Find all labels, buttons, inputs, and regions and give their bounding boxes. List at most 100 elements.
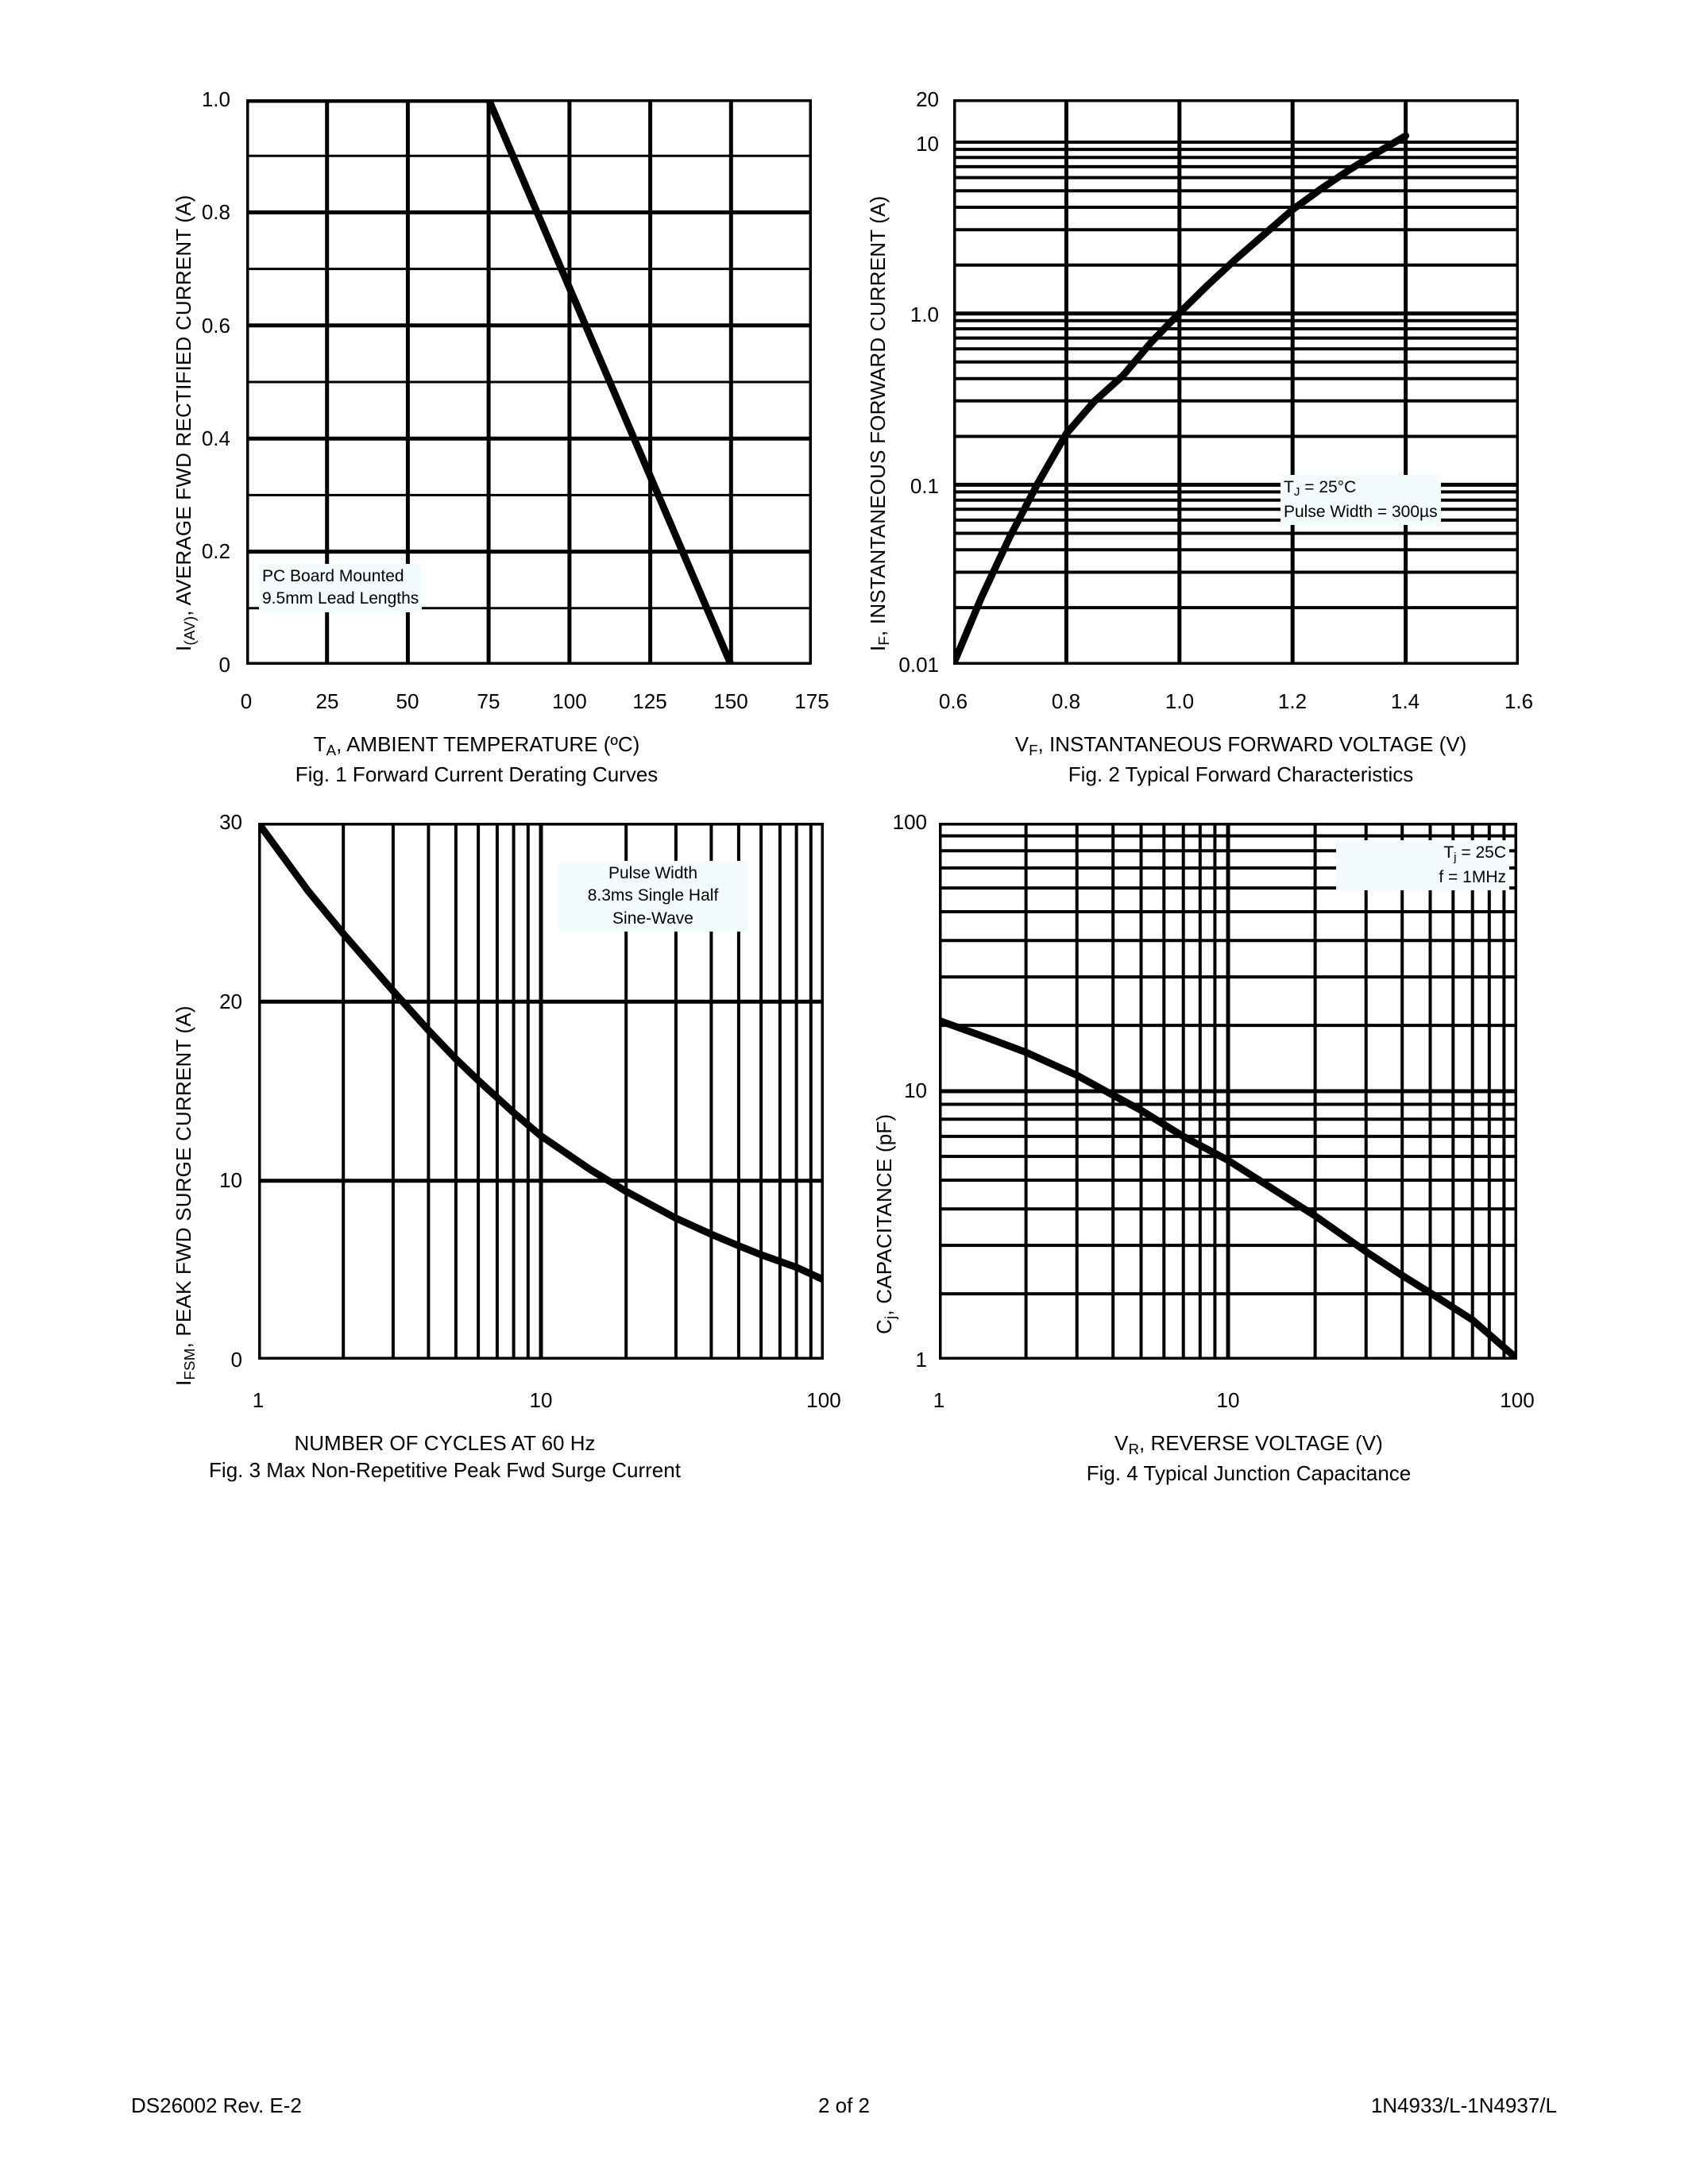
fig4-x-axis-label-text: , REVERSE VOLTAGE (V)	[1139, 1431, 1383, 1455]
fig4-caption: VR, REVERSE VOLTAGE (V) Fig. 4 Typical J…	[891, 1430, 1606, 1487]
fig1-xtick-50: 50	[396, 689, 419, 713]
fig2-xtick-1.6: 1.6	[1504, 689, 1534, 713]
fig2-annotation-line1: TJ = 25°C	[1284, 478, 1357, 500]
fig2-y-axis-label: IF, INSTANTANEOUS FORWARD CURRENT (A)	[866, 195, 893, 651]
fig1-xtick-75: 75	[477, 689, 500, 713]
fig1-ytick-0.4: 0.4	[201, 426, 230, 450]
fig4-x-axis-label-subscript: R	[1128, 1441, 1140, 1458]
fig4-ytick-10: 10	[904, 1078, 927, 1102]
fig2-annotation-subscript: J	[1293, 485, 1300, 500]
fig1-ytick-0.6: 0.6	[201, 314, 230, 338]
fig4-xtick-100: 100	[1500, 1388, 1535, 1412]
fig2-annotation: TJ = 25°C Pulse Width = 300µs	[1280, 475, 1441, 525]
fig3-ytick-0: 0	[230, 1348, 242, 1372]
fig2-xtick-1.2: 1.2	[1277, 689, 1308, 713]
fig2-ytick-10: 10	[916, 132, 939, 156]
fig2-y-axis-label-subscript: F	[875, 635, 893, 646]
footer-part-numbers: 1N4933/L-1N4937/L	[1370, 2093, 1557, 2117]
fig1-xtick-150: 150	[713, 689, 748, 713]
fig2-plot-area: TJ = 25°C Pulse Width = 300µs	[953, 99, 1519, 665]
fig2-annotation-line1-rest: = 25°C	[1300, 478, 1357, 496]
fig4-xtick-10: 10	[1216, 1388, 1240, 1412]
fig2-xtick-1.4: 1.4	[1390, 689, 1420, 713]
fig4-y-axis-label-subscript: j	[882, 1315, 899, 1320]
fig1-annotation: PC Board Mounted 9.5mm Lead Lengths	[259, 564, 423, 612]
fig3-figure-title: Fig. 3 Max Non-Repetitive Peak Fwd Surge…	[209, 1458, 681, 1483]
fig4-ytick-1: 1	[915, 1348, 927, 1372]
figure-3: IFSM, PEAK FWD SURGE CURRENT (A)	[0, 794, 844, 1533]
footer-page-number: 2 of 2	[817, 2093, 871, 2117]
fig2-xtick-0.6: 0.6	[938, 689, 968, 713]
fig3-annotation: Pulse Width 8.3ms Single Half Sine-Wave	[558, 861, 747, 932]
fig1-x-axis-label-subscript: A	[326, 742, 337, 759]
fig2-ytick-20: 20	[916, 87, 939, 111]
figure-2: IF, INSTANTANEOUS FORWARD CURRENT (A)	[844, 0, 1688, 794]
fig3-ytick-30: 30	[219, 810, 242, 834]
fig4-plot-area: Tj = 25C f = 1MHz	[939, 823, 1517, 1360]
fig2-y-axis-label-text: , INSTANTANEOUS FORWARD CURRENT (A)	[866, 195, 890, 636]
fig2-frame	[953, 99, 1519, 665]
fig2-caption: VF, INSTANTANEOUS FORWARD VOLTAGE (V) Fi…	[887, 731, 1594, 788]
fig2-forward-curve	[953, 132, 1410, 665]
fig1-y-axis-label: I(AV), AVERAGE FWD RECTIFIED CURRENT (A)	[172, 195, 199, 651]
fig1-xtick-0: 0	[240, 689, 253, 713]
figure-1: I(AV), AVERAGE FWD RECTIFIED CURRENT (A)	[0, 0, 844, 794]
fig3-annotation-line2: 8.3ms Single Half	[587, 886, 719, 905]
fig4-x-axis-label: VR, REVERSE VOLTAGE (V)	[1114, 1431, 1383, 1458]
fig3-svg	[258, 823, 824, 1360]
fig3-surge-curve	[258, 823, 824, 1283]
fig3-y-axis-label: IFSM, PEAK FWD SURGE CURRENT (A)	[172, 1005, 199, 1386]
fig1-svg	[246, 99, 812, 665]
fig3-xtick-1: 1	[252, 1388, 265, 1412]
fig4-annotation-line1: Tj = 25C	[1443, 843, 1506, 865]
fig1-ytick-1.0: 1.0	[201, 87, 230, 111]
fig2-ytick-0.1: 0.1	[910, 474, 939, 498]
fig1-caption: TA, AMBIENT TEMPERATURE (ºC) Fig. 1 Forw…	[143, 731, 810, 788]
fig4-y-axis-label: Cj, CAPACITANCE (pF)	[872, 1113, 899, 1334]
fig4-annotation: Tj = 25C f = 1MHz	[1336, 840, 1509, 890]
fig1-x-axis-label-text: , AMBIENT TEMPERATURE (ºC)	[336, 732, 640, 756]
fig2-xtick-1.0: 1.0	[1165, 689, 1195, 713]
figure-4: Cj, CAPACITANCE (pF)	[844, 794, 1688, 1533]
fig1-xtick-25: 25	[315, 689, 339, 713]
fig4-annotation-subscript: j	[1454, 851, 1457, 865]
fig4-annotation-line2: f = 1MHz	[1439, 867, 1506, 886]
fig2-xtick-0.8: 0.8	[1051, 689, 1081, 713]
fig2-annotation-line2: Pulse Width = 300µs	[1284, 502, 1438, 521]
fig1-annotation-line1: PC Board Mounted	[262, 567, 404, 585]
fig1-plot-area: PC Board Mounted 9.5mm Lead Lengths	[246, 99, 812, 665]
fig3-xtick-10: 10	[529, 1388, 553, 1412]
fig1-annotation-line2: 9.5mm Lead Lengths	[262, 589, 419, 608]
fig2-x-axis-label-text: , INSTANTANEOUS FORWARD VOLTAGE (V)	[1037, 732, 1467, 756]
fig3-x-axis-label: NUMBER OF CYCLES AT 60 Hz	[294, 1431, 596, 1455]
fig1-ytick-0.8: 0.8	[201, 200, 230, 224]
fig3-ytick-10: 10	[219, 1168, 242, 1192]
fig4-ytick-100: 100	[892, 810, 927, 834]
fig4-capacitance-curve	[939, 1017, 1517, 1360]
fig2-ytick-0.01: 0.01	[898, 653, 939, 677]
fig4-y-axis-label-text: , CAPACITANCE (pF)	[872, 1113, 896, 1316]
page-footer: DS26002 Rev. E-2 2 of 2 1N4933/L-1N4937/…	[0, 2093, 1688, 2125]
fig4-xtick-1: 1	[933, 1388, 945, 1412]
fig3-xtick-100: 100	[806, 1388, 841, 1412]
fig1-figure-title: Fig. 1 Forward Current Derating Curves	[295, 762, 659, 786]
fig2-x-axis-label: VF, INSTANTANEOUS FORWARD VOLTAGE (V)	[1014, 732, 1467, 759]
fig1-xtick-100: 100	[552, 689, 587, 713]
fig1-derating-curve	[246, 99, 735, 665]
fig1-ytick-0: 0	[218, 653, 230, 677]
fig4-figure-title: Fig. 4 Typical Junction Capacitance	[1086, 1461, 1412, 1485]
fig1-xtick-175: 175	[794, 689, 829, 713]
fig1-y-axis-label-subscript: (AV)	[181, 615, 199, 646]
fig2-gridlines	[953, 99, 1519, 665]
footer-document-id: DS26002 Rev. E-2	[131, 2093, 302, 2117]
fig2-ytick-1.0: 1.0	[910, 303, 939, 326]
fig3-ytick-20: 20	[219, 990, 242, 1013]
fig2-x-axis-label-subscript: F	[1029, 742, 1038, 759]
fig2-figure-title: Fig. 2 Typical Forward Characteristics	[1068, 762, 1414, 786]
fig3-caption: NUMBER OF CYCLES AT 60 Hz Fig. 3 Max Non…	[87, 1430, 802, 1484]
fig4-gridlines	[939, 823, 1517, 1360]
fig4-annotation-line1-rest: = 25C	[1456, 843, 1506, 862]
fig4-svg	[939, 823, 1517, 1360]
fig3-annotation-line3: Sine-Wave	[612, 909, 693, 928]
